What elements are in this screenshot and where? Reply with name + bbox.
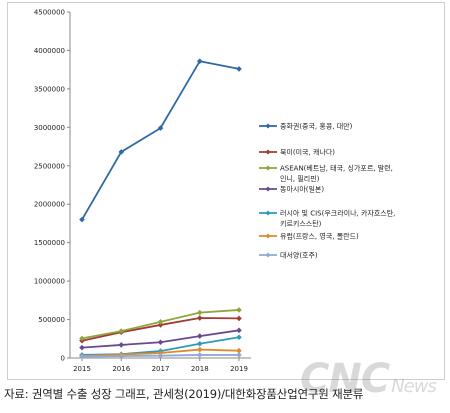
data-point (157, 319, 164, 325)
x-tick-label: 2015 (73, 365, 91, 373)
data-point (157, 125, 164, 131)
legend-item: 유럽(프랑스, 영국, 폴란드) (259, 232, 359, 241)
data-point (157, 339, 164, 346)
chart-frame: 0 500000 1000000 1500000 2000000 2500000 30000… (7, 2, 445, 380)
data-point (118, 353, 125, 359)
y-tick-label: 500000 (38, 316, 65, 324)
data-point (79, 216, 85, 223)
y-tick-label: 2000000 (34, 201, 65, 209)
source-caption: 자료: 권역별 수출 성장 그래프, 관세청(2019)/대한화장품산업연구원 … (4, 387, 364, 401)
data-point (79, 344, 85, 351)
data-point (196, 58, 203, 65)
data-point (196, 315, 203, 321)
y-tick-label: 2500000 (34, 162, 65, 170)
legend-item: 동아시아(일본) (259, 185, 324, 194)
data-point (236, 334, 242, 341)
legend-label-line2: 인니, 필리핀) (280, 174, 320, 183)
data-point (236, 347, 242, 354)
data-point (196, 333, 203, 339)
legend-item: 중화권(중국, 홍콩, 대만) (259, 122, 353, 131)
line-chart: 0 500000 1000000 1500000 2000000 2500000 30000… (34, 9, 396, 374)
legend-label: 동아시아(일본) (280, 185, 324, 194)
y-tick-label: 0 (61, 355, 65, 363)
legend-swatch-marker (265, 252, 271, 258)
series-1 (79, 58, 242, 223)
data-point (118, 342, 125, 348)
data-point (196, 340, 203, 347)
y-axis-ticks: 0 500000 1000000 1500000 2000000 2500000 30000… (34, 9, 70, 363)
legend-label: 북미(미국, 캐나다) (280, 148, 335, 157)
series-3 (79, 307, 242, 342)
legend-swatch-marker (265, 210, 271, 216)
legend: 중화권(중국, 홍콩, 대만) 북미(미국, 캐나다) ASEAN(베트남, 태국,… (259, 122, 395, 260)
legend-item: 대서양(호주) (259, 251, 318, 260)
axes (69, 12, 251, 359)
x-tick-label: 2017 (152, 365, 170, 373)
series-2 (79, 315, 242, 344)
data-point (79, 353, 85, 360)
data-point (157, 352, 164, 359)
y-tick-label: 1500000 (34, 239, 65, 247)
legend-label: 러시아 및 CIS(우크라이나, 카자흐스탄, (280, 209, 395, 218)
legend-swatch-marker (265, 149, 271, 155)
y-tick-label: 4500000 (34, 9, 65, 17)
series-line (81, 60, 240, 221)
legend-item: 러시아 및 CIS(우크라이나, 카자흐스탄,키르키스스탄) (259, 209, 395, 228)
y-tick-label: 4000000 (34, 47, 65, 55)
data-point (196, 309, 203, 316)
y-tick-label: 3000000 (34, 124, 65, 132)
legend-item: ASEAN(베트남, 태국, 싱가포르, 말련,인니, 필리핀) (259, 164, 393, 183)
legend-label: 유럽(프랑스, 영국, 폴란드) (280, 232, 359, 241)
data-point (79, 335, 85, 342)
x-axis-ticks: 2015 2016 2017 2018 2019 (73, 358, 248, 373)
data-point (236, 352, 242, 358)
series-lines (79, 58, 242, 360)
x-tick-label: 2018 (191, 365, 209, 373)
legend-label-line2: 키르키스스탄) (280, 219, 322, 228)
data-point (118, 149, 125, 155)
x-tick-label: 2016 (112, 365, 130, 373)
legend-item: 북미(미국, 캐나다) (259, 148, 335, 157)
data-point (196, 352, 203, 358)
series-7 (79, 352, 242, 360)
data-point (236, 315, 242, 322)
data-point (236, 307, 242, 313)
data-point (236, 327, 242, 334)
data-point (157, 322, 164, 328)
legend-swatch-marker (265, 123, 271, 129)
legend-label: 중화권(중국, 홍콩, 대만) (280, 122, 353, 131)
y-tick-label: 3500000 (34, 85, 65, 93)
legend-swatch-marker (265, 165, 271, 171)
data-point (236, 66, 242, 72)
series-4 (79, 327, 242, 351)
y-tick-label: 1000000 (34, 278, 65, 286)
data-point (196, 346, 203, 353)
x-tick-label: 2019 (230, 365, 248, 373)
legend-label: 대서양(호주) (280, 251, 318, 260)
legend-label: ASEAN(베트남, 태국, 싱가포르, 말련, (280, 164, 393, 173)
data-point (118, 328, 125, 334)
legend-swatch-marker (265, 186, 271, 192)
legend-swatch-marker (265, 233, 271, 239)
